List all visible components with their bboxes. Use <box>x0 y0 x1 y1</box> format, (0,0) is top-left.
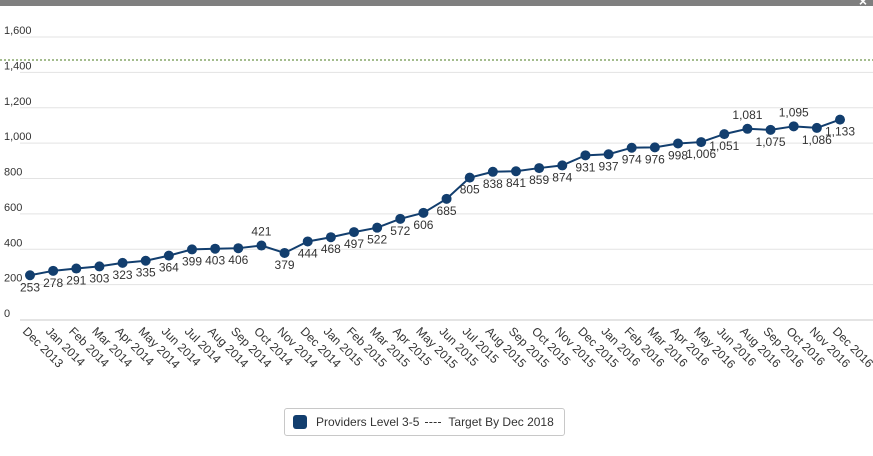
data-point <box>94 261 105 272</box>
legend-series-label[interactable]: Providers Level 3-5 <box>316 415 420 429</box>
data-label: 974 <box>622 153 642 167</box>
data-point <box>140 255 151 266</box>
data-point <box>603 149 614 160</box>
y-tick-label: 1,400 <box>4 60 32 72</box>
data-label: 931 <box>575 160 595 174</box>
data-label: 976 <box>645 152 665 166</box>
data-point <box>233 243 244 254</box>
data-label: 406 <box>228 253 248 267</box>
data-label: 379 <box>275 258 295 272</box>
data-label: 685 <box>437 204 457 218</box>
y-tick-label: 1,000 <box>4 131 32 143</box>
data-label: 335 <box>136 266 156 280</box>
data-label: 497 <box>344 237 364 251</box>
data-point <box>163 250 174 261</box>
line-chart: 0 200 400 600 800 1,000 1,200 1,400 1,600 Dec 20… <box>0 25 873 372</box>
data-label: 399 <box>182 254 202 268</box>
y-axis: 0 200 400 600 800 1,000 1,200 1,400 1,600 <box>4 25 32 320</box>
data-point <box>25 270 35 281</box>
data-point <box>71 263 82 274</box>
data-label: 937 <box>599 159 619 173</box>
data-point <box>487 166 498 177</box>
data-label: 998 <box>668 148 688 162</box>
data-point <box>673 138 683 149</box>
data-point <box>626 142 637 153</box>
data-label: 303 <box>89 271 109 285</box>
data-label: 253 <box>20 280 40 294</box>
data-label: 468 <box>321 242 341 256</box>
data-label: 291 <box>66 274 86 288</box>
y-tick-label: 400 <box>4 237 22 249</box>
data-label: 841 <box>506 176 526 190</box>
data-point <box>511 166 521 177</box>
data-point <box>117 257 128 268</box>
data-label: 1,086 <box>802 133 832 147</box>
data-point <box>580 150 591 161</box>
data-label: 572 <box>390 224 410 238</box>
data-point <box>464 172 475 183</box>
data-point <box>210 243 221 254</box>
legend-target-dash-icon <box>425 421 442 423</box>
data-point <box>765 124 776 135</box>
data-label: 421 <box>251 225 271 239</box>
data-point <box>696 137 707 148</box>
data-label: 606 <box>413 218 433 232</box>
data-point <box>557 160 568 171</box>
data-point <box>325 232 336 243</box>
data-label: 1,081 <box>732 108 762 122</box>
data-point <box>788 121 799 132</box>
chart-legend: Providers Level 3-5 Target By Dec 2018 <box>284 408 565 436</box>
data-label: 1,051 <box>709 139 739 153</box>
y-tick-label: 600 <box>4 202 22 214</box>
data-point <box>811 122 822 133</box>
y-tick-label: 1,600 <box>4 25 32 37</box>
legend-series-swatch[interactable] <box>293 415 307 429</box>
y-tick-label: 800 <box>4 167 22 179</box>
data-label: 444 <box>298 246 318 260</box>
data-label: 364 <box>159 261 179 275</box>
chart-gridlines <box>20 36 873 321</box>
data-label: 805 <box>460 183 480 197</box>
data-point <box>256 240 267 251</box>
window-title-bar <box>0 0 873 6</box>
y-tick-label: 1,200 <box>4 96 32 108</box>
data-point <box>719 129 730 140</box>
data-label: 1,075 <box>756 135 786 149</box>
y-tick-label: 200 <box>4 273 22 285</box>
data-label: 403 <box>205 254 225 268</box>
data-label: 1,095 <box>779 105 809 119</box>
data-point <box>534 163 545 174</box>
data-point <box>349 227 359 238</box>
data-point <box>441 193 452 204</box>
close-icon[interactable]: × <box>858 0 867 9</box>
legend-target-label[interactable]: Target By Dec 2018 <box>448 415 554 429</box>
y-tick-label: 0 <box>4 308 10 320</box>
data-label: 1,006 <box>686 147 716 161</box>
data-label: 838 <box>483 177 503 191</box>
data-point <box>48 265 59 276</box>
data-label: 278 <box>43 276 63 290</box>
data-label: 874 <box>552 170 572 184</box>
data-label: 323 <box>113 268 133 282</box>
data-point <box>372 222 383 233</box>
data-point <box>302 236 313 247</box>
data-label: 1,133 <box>825 125 855 139</box>
data-point <box>835 114 845 125</box>
data-point <box>742 123 753 134</box>
data-point <box>418 207 429 218</box>
data-label: 859 <box>529 173 549 187</box>
data-point <box>395 213 406 224</box>
data-point <box>649 142 660 153</box>
data-point <box>279 247 290 258</box>
data-point <box>187 244 197 255</box>
data-label: 522 <box>367 233 387 247</box>
providers-series <box>25 114 845 281</box>
